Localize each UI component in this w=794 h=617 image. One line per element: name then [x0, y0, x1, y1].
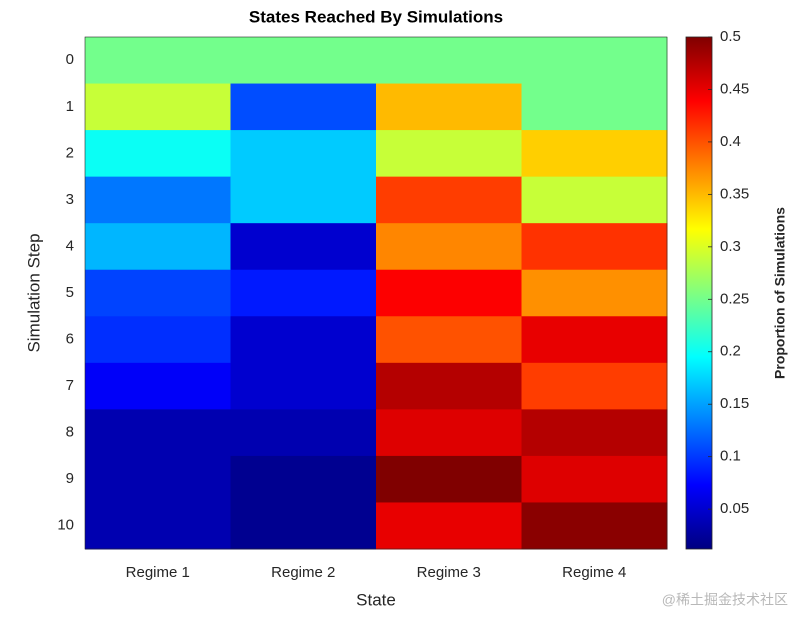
heatmap-cell	[230, 409, 377, 457]
colorbar-tick-label: 0.45	[720, 80, 749, 97]
heatmap-cell	[521, 269, 668, 317]
heatmap-cell	[85, 83, 231, 131]
heatmap-cell	[521, 502, 668, 550]
heatmap-cell	[376, 176, 522, 224]
colorbar-tick-label: 0.1	[720, 448, 741, 465]
heatmap-cell	[376, 362, 522, 410]
y-tick-label: 2	[66, 144, 74, 161]
colorbar-tick-label: 0.15	[720, 395, 749, 412]
y-tick-label: 10	[57, 517, 74, 534]
y-axis-label: Simulation Step	[24, 233, 43, 352]
heatmap-cell	[376, 83, 522, 131]
heatmap-cell	[376, 269, 522, 317]
x-tick-label: Regime 3	[417, 564, 481, 581]
heatmap-cell	[85, 409, 231, 457]
heatmap-cell	[85, 37, 231, 85]
colorbar-label: Proportion of Simulations	[772, 207, 788, 379]
heatmap-cell	[85, 223, 231, 271]
x-tick-label: Regime 2	[271, 564, 335, 581]
colorbar-tick-label: 0.3	[720, 238, 741, 255]
heatmap-cell	[85, 316, 231, 364]
heatmap-cell	[376, 130, 522, 178]
colorbar-tick-label: 0.5	[720, 28, 741, 45]
heatmap-cell	[230, 455, 377, 503]
y-tick-label: 3	[66, 191, 74, 208]
y-tick-label: 4	[66, 237, 74, 254]
y-tick-label: 0	[66, 51, 74, 68]
heatmap-cell	[376, 316, 522, 364]
heatmap-cell	[85, 130, 231, 178]
y-tick-label: 8	[66, 424, 74, 441]
y-tick-label: 7	[66, 377, 74, 394]
heatmap-cell	[230, 83, 377, 131]
heatmap-cell	[521, 130, 668, 178]
colorbar-tick-label: 0.25	[720, 290, 749, 307]
heatmap-cell	[376, 37, 522, 85]
heatmap-cell	[85, 455, 231, 503]
colorbar-tick-label: 0.05	[720, 500, 749, 517]
heatmap-cell	[230, 37, 377, 85]
heatmap-cell	[376, 409, 522, 457]
heatmap-cell	[230, 362, 377, 410]
colorbar	[685, 36, 713, 550]
heatmap-cell	[85, 502, 231, 550]
colorbar-tick-label: 0.4	[720, 133, 741, 150]
heatmap-cell	[521, 176, 668, 224]
heatmap-cell	[230, 130, 377, 178]
y-tick-label: 5	[66, 284, 74, 301]
heatmap-cell	[521, 316, 668, 364]
heatmap-cell	[85, 362, 231, 410]
heatmap-cell	[376, 502, 522, 550]
plot-frame	[84, 36, 668, 550]
heatmap-cell	[521, 455, 668, 503]
y-tick-label: 6	[66, 331, 74, 348]
heatmap-cell	[230, 176, 377, 224]
chart-title: States Reached By Simulations	[249, 7, 503, 26]
watermark: @稀土掘金技术社区	[662, 592, 788, 608]
x-tick-label: Regime 4	[562, 564, 626, 581]
x-tick-label: Regime 1	[126, 564, 190, 581]
heatmap-cell	[521, 223, 668, 271]
heatmap-cell	[230, 316, 377, 364]
heatmap-cell	[230, 223, 377, 271]
heatmap-cell	[521, 83, 668, 131]
y-tick-label: 1	[66, 98, 74, 115]
colorbar-tick-label: 0.35	[720, 185, 749, 202]
colorbar-tick-label: 0.2	[720, 343, 741, 360]
y-tick-label: 9	[66, 470, 74, 487]
heatmap-cell	[521, 362, 668, 410]
heatmap-cell	[521, 409, 668, 457]
x-axis-label: State	[356, 590, 396, 609]
heatmap-cell	[230, 269, 377, 317]
heatmap-cell	[230, 502, 377, 550]
heatmap-cell	[376, 223, 522, 271]
heatmap-cell	[85, 176, 231, 224]
heatmap-cell	[85, 269, 231, 317]
heatmap-cell	[521, 37, 668, 85]
heatmap-cell	[376, 455, 522, 503]
